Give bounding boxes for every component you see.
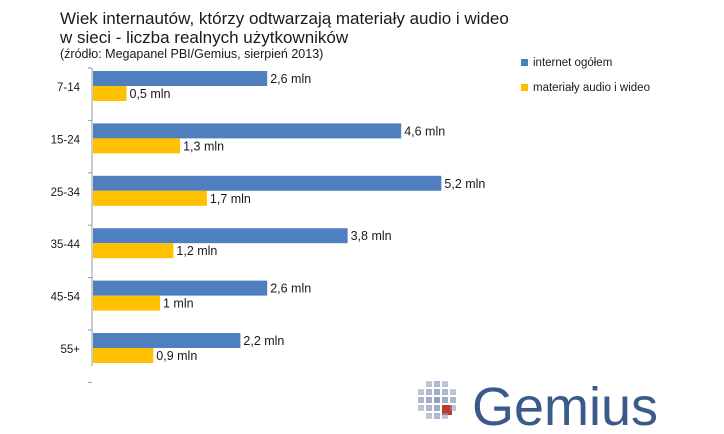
logo-grid-square <box>434 413 440 419</box>
bar-internet-45-54 <box>93 280 268 296</box>
logo-grid-square <box>450 389 456 395</box>
logo-grid-square <box>442 389 448 395</box>
logo-grid-square <box>426 381 432 387</box>
bar-internet-35-44 <box>93 228 348 244</box>
logo-grid-square <box>434 389 440 395</box>
data-label-audio-video-7-14: 0,5 mln <box>130 87 171 101</box>
logo-grid-square <box>450 397 456 403</box>
logo-grid-square <box>434 405 440 411</box>
bar-internet-7-14 <box>93 71 268 86</box>
data-label-internet-35-44: 3,8 mln <box>351 229 392 243</box>
data-label-audio-video-55+: 0,9 mln <box>156 349 197 363</box>
data-label-audio-video-15-24: 1,3 mln <box>183 139 224 153</box>
logo-grid-square <box>426 389 432 395</box>
logo-grid-square <box>418 405 424 411</box>
category-label: 25-34 <box>51 187 81 199</box>
legend-label-internet: internet ogółem <box>533 57 612 69</box>
category-label: 45-54 <box>51 292 81 304</box>
bar-audio-video-15-24 <box>93 138 181 154</box>
data-label-internet-25-34: 5,2 mln <box>444 177 485 191</box>
logo-grid-square <box>418 389 424 395</box>
logo-grid-square <box>434 381 440 387</box>
category-label: 35-44 <box>51 239 81 251</box>
data-label-internet-7-14: 2,6 mln <box>270 72 311 86</box>
chart-subtitle: (źródło: Megapanel PBI/Gemius, sierpień … <box>60 47 323 61</box>
bar-internet-55+ <box>93 333 241 348</box>
bar-audio-video-25-34 <box>93 190 207 206</box>
logo-grid-square <box>426 413 432 419</box>
logo-grid-square <box>434 397 440 403</box>
data-label-internet-15-24: 4,6 mln <box>404 124 445 138</box>
logo-grid-square <box>442 413 448 419</box>
logo-red-square <box>442 405 452 415</box>
bar-audio-video-35-44 <box>93 243 174 259</box>
logo-grid-square <box>418 397 424 403</box>
gemius-logo: Gemius <box>418 377 658 434</box>
category-label: 55+ <box>60 344 80 356</box>
legend-swatch-audio-video <box>521 84 528 91</box>
data-label-audio-video-35-44: 1,2 mln <box>176 244 217 258</box>
data-label-audio-video-45-54: 1 mln <box>163 297 194 311</box>
data-label-audio-video-25-34: 1,7 mln <box>210 192 251 206</box>
category-label: 15-24 <box>51 134 81 146</box>
logo-grid-square <box>442 397 448 403</box>
data-label-internet-55+: 2,2 mln <box>243 334 284 348</box>
bar-audio-video-45-54 <box>93 295 160 311</box>
bar-audio-video-55+ <box>93 348 154 363</box>
logo-grid-square <box>442 381 448 387</box>
chart-title-line1: Wiek internautów, którzy odtwarzają mate… <box>60 9 509 28</box>
logo-grid-square <box>450 405 456 411</box>
data-label-internet-45-54: 2,6 mln <box>270 282 311 296</box>
legend: internet ogółem materiały audio i wideo <box>521 57 650 94</box>
plot-area: 7-14 2,6 mln 0,5 mln 15-24 4,6 mln 1,3 mln 25-… <box>51 67 485 383</box>
logo-grid-square <box>426 397 432 403</box>
gemius-logo-text: Gemius <box>472 377 658 434</box>
gemius-logo-mark <box>418 381 456 419</box>
bar-internet-25-34 <box>93 175 442 191</box>
bar-audio-video-7-14 <box>93 86 127 101</box>
logo-grid-square <box>426 405 432 411</box>
chart-title-line2: w sieci - liczba realnych użytkowników <box>59 28 349 47</box>
legend-swatch-internet <box>521 59 528 66</box>
legend-label-audio-video: materiały audio i wideo <box>533 82 650 94</box>
category-label: 7-14 <box>57 82 81 94</box>
bar-internet-15-24 <box>93 123 402 139</box>
